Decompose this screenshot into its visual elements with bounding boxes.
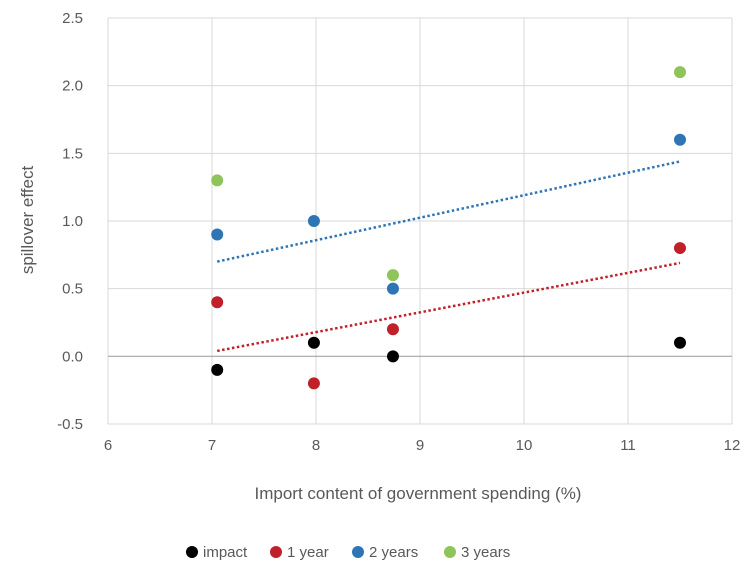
point-1-year [674, 242, 686, 255]
legend-label: 1 year [287, 544, 329, 561]
point-impact [307, 336, 320, 349]
x-tick-label: 8 [312, 437, 320, 454]
point-1-year [307, 377, 320, 390]
legend-marker-2-years [352, 546, 364, 558]
point-3-years [386, 269, 399, 282]
y-tick-label: 2.5 [62, 10, 83, 27]
y-tick-label: 2.0 [62, 78, 83, 95]
point-2-years [307, 215, 320, 227]
gridlines [107, 17, 733, 425]
point-1-year [386, 323, 399, 336]
point-1-year [211, 296, 224, 309]
data-points [211, 66, 686, 390]
y-tick-label: -0.5 [57, 416, 83, 433]
point-2-years [386, 282, 399, 295]
point-3-years [674, 66, 686, 79]
legend-label: 2 years [369, 544, 418, 561]
x-tick-label: 9 [416, 437, 424, 454]
point-impact [674, 336, 686, 349]
x-tick-label: 12 [724, 437, 741, 454]
y-tick-label: 1.5 [62, 145, 83, 162]
point-impact [386, 350, 399, 363]
legend-label: 3 years [461, 544, 510, 561]
point-impact [211, 363, 224, 376]
x-axis-ticks: 6 7 8 9 10 11 12 [104, 437, 741, 454]
x-tick-label: 7 [208, 437, 216, 454]
legend-marker-1-year [270, 546, 282, 558]
trendline-1-year [216, 261, 681, 353]
trendlines [216, 160, 681, 353]
legend-label: impact [203, 544, 248, 561]
trendline-2-years [216, 160, 681, 263]
y-axis-ticks: -0.5 0.0 0.5 1.0 1.5 2.0 2.5 [57, 10, 83, 433]
x-tick-label: 6 [104, 437, 112, 454]
x-axis-label: Import content of government spending (%… [255, 484, 582, 503]
point-2-years [211, 228, 224, 241]
legend: impact 1 year 2 years 3 years [186, 544, 510, 561]
legend-marker-3-years [444, 546, 456, 558]
y-tick-label: 0.5 [62, 281, 83, 298]
legend-marker-impact [186, 546, 198, 558]
point-3-years [211, 174, 224, 187]
x-tick-label: 11 [620, 437, 636, 454]
point-2-years [674, 133, 686, 146]
y-axis-label: spillover effect [18, 166, 37, 275]
y-tick-label: 0.0 [62, 348, 83, 365]
x-tick-label: 10 [516, 437, 533, 454]
y-tick-label: 1.0 [62, 213, 83, 230]
